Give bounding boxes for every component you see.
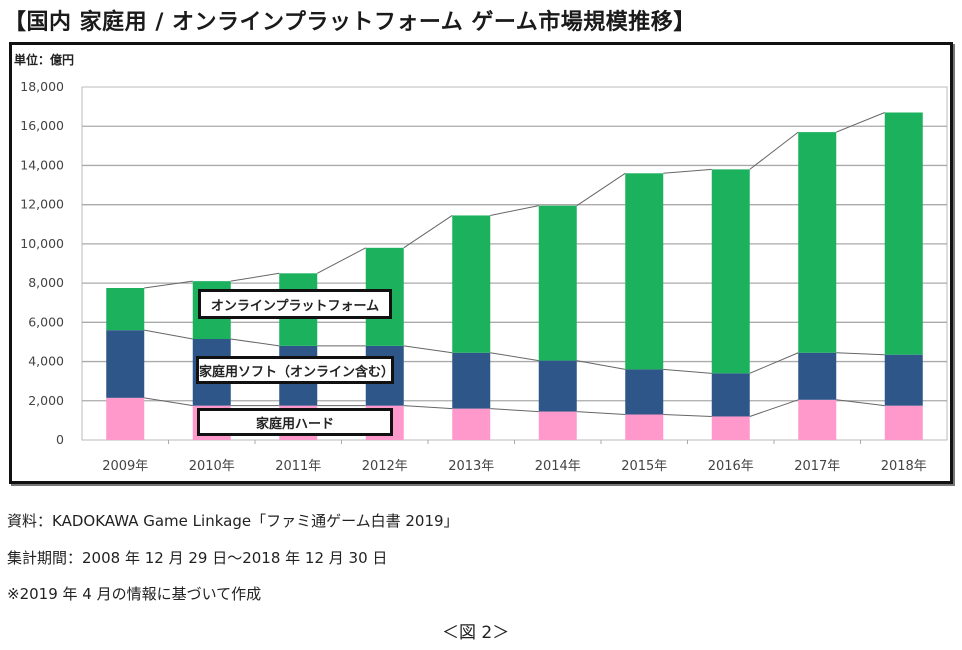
- bar-segment: [106, 330, 145, 398]
- bar-segment: [452, 408, 491, 440]
- series-connector: [836, 112, 885, 133]
- bar-segment: [538, 360, 577, 412]
- x-tick-label: 2018年: [881, 459, 927, 474]
- legend-online-platform: オンラインプラットフォーム: [198, 289, 392, 319]
- series-connector: [663, 168, 712, 174]
- bar-segment: [711, 373, 750, 417]
- y-tick-label: 10,000: [20, 236, 64, 251]
- series-connector: [663, 414, 712, 417]
- x-tick-label: 2015年: [621, 459, 667, 474]
- legend-label: オンラインプラットフォーム: [210, 298, 380, 314]
- series-connector: [403, 215, 453, 249]
- series-connector: [403, 345, 453, 354]
- series-connector: [576, 411, 626, 416]
- bar-segment: [538, 411, 577, 440]
- series-connector: [749, 399, 799, 417]
- series-connector: [230, 272, 280, 282]
- x-tick-label: 2016年: [708, 459, 754, 474]
- bar-segment: [452, 352, 491, 409]
- series-connector: [144, 397, 193, 407]
- legend-home-software: 家庭用ソフト（オンライン含む）: [196, 356, 394, 384]
- bar-segment: [798, 399, 837, 440]
- bar-segment: [625, 369, 664, 415]
- basis-note: ※2019 年 4 月の情報に基づいて作成: [7, 585, 262, 603]
- x-tick-label: 2011年: [275, 459, 321, 474]
- series-connector: [576, 172, 626, 207]
- page-title: 【国内 家庭用 / オンラインプラットフォーム ゲーム市場規模推移】: [4, 10, 696, 35]
- x-axis-ticks: 2009年 2010年 2011年 2012年 2013年 2014年 2015年 2016年…: [102, 440, 927, 474]
- bar-segment: [798, 352, 837, 400]
- series-connector: [490, 205, 539, 216]
- series-connector: [490, 352, 539, 362]
- bar-segment: [884, 354, 923, 406]
- legend-home-hardware: 家庭用ハード: [197, 408, 393, 436]
- legend-label: 家庭用ハード: [255, 416, 334, 432]
- y-tick-label: 18,000: [20, 79, 64, 94]
- bar-segment: [625, 414, 664, 440]
- y-tick-label: 12,000: [20, 197, 64, 212]
- series-connector: [144, 280, 193, 289]
- x-tick-label: 2009年: [102, 459, 148, 474]
- series-connector: [317, 247, 366, 274]
- series-connector: [663, 368, 712, 374]
- x-tick-label: 2012年: [362, 459, 408, 474]
- y-tick-label: 16,000: [20, 118, 64, 133]
- y-tick-label: 2,000: [28, 393, 64, 408]
- bar-segment: [625, 173, 664, 370]
- x-tick-label: 2010年: [189, 459, 235, 474]
- legend-label: 家庭用ソフト（オンライン含む）: [199, 364, 395, 380]
- unit-label: 単位：億円: [14, 53, 75, 67]
- series-connector: [749, 352, 799, 374]
- series-connector: [749, 131, 799, 170]
- period-note: 集計期間：2008 年 12 月 29 日～2018 年 12 月 30 日: [7, 549, 388, 567]
- y-tick-label: 6,000: [28, 314, 64, 329]
- bar-segment: [452, 215, 491, 353]
- figure-label: ＜図 2＞: [442, 623, 510, 643]
- bar-segment: [711, 169, 750, 374]
- bar-segment: [711, 416, 750, 440]
- bar-segment: [798, 132, 837, 353]
- x-tick-label: 2014年: [535, 459, 581, 474]
- source-note: 資料：KADOKAWA Game Linkage「ファミ通ゲーム白書 2019」: [7, 512, 459, 530]
- series-connector: [490, 408, 539, 413]
- series-connector: [836, 352, 885, 356]
- series-connector: [576, 360, 626, 370]
- y-axis-ticks: 0 2,000 4,000 6,000 8,000 10,000 12,000 14,000 1…: [20, 79, 64, 447]
- y-tick-label: 4,000: [28, 354, 64, 369]
- x-tick-label: 2013年: [448, 459, 494, 474]
- stacked-bar-chart: 0 2,000 4,000 6,000 8,000 10,000 12,000 14,000 1…: [20, 79, 948, 474]
- series-connector: [403, 405, 453, 410]
- bar-segment: [884, 112, 923, 355]
- series-connector: [144, 329, 193, 340]
- series-connector: [836, 399, 885, 407]
- bar-segment: [538, 205, 577, 361]
- y-tick-label: 0: [56, 432, 64, 447]
- bar-segment: [106, 288, 145, 331]
- bar-segment: [884, 405, 923, 440]
- y-tick-label: 14,000: [20, 157, 64, 172]
- x-tick-label: 2017年: [794, 459, 840, 474]
- bar-segment: [106, 397, 145, 440]
- connector-lines: [144, 112, 885, 417]
- series-connector: [230, 338, 280, 347]
- y-tick-label: 8,000: [28, 275, 64, 290]
